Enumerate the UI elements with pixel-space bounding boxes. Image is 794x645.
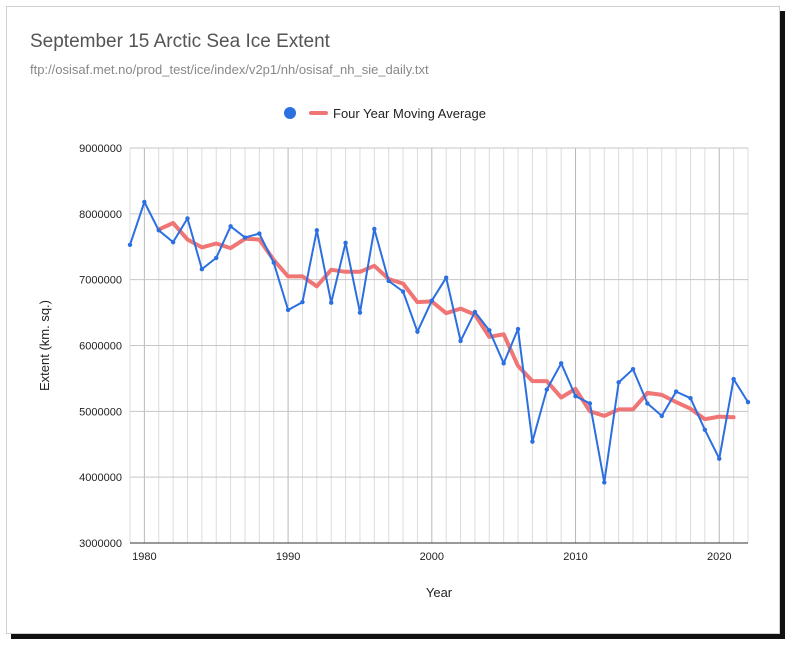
extent-point xyxy=(386,278,391,284)
extent-point xyxy=(314,228,320,233)
x-tick-label: 2010 xyxy=(563,551,587,563)
extent-point xyxy=(472,309,478,315)
extent-point xyxy=(659,413,664,419)
extent-point xyxy=(515,326,521,332)
extent-point xyxy=(285,307,291,313)
y-tick-label: 5000000 xyxy=(79,406,122,418)
extent-point xyxy=(702,427,708,432)
extent-point xyxy=(214,255,219,261)
extent-point xyxy=(300,299,305,305)
extent-point xyxy=(558,361,564,366)
extent-point xyxy=(487,328,492,333)
y-axis-title: Extent (km. sq.) xyxy=(37,300,52,391)
extent-point xyxy=(673,389,679,394)
extent-point xyxy=(156,228,161,233)
legend-label-moving-average: Four Year Moving Average xyxy=(333,106,486,121)
extent-point xyxy=(228,224,233,229)
extent-point xyxy=(343,240,348,245)
extent-point xyxy=(429,298,435,303)
y-tick-label: 7000000 xyxy=(79,275,122,287)
y-tick-label: 6000000 xyxy=(79,341,122,353)
chart-subtitle: ftp://osisaf.met.no/prod_test/ice/index/… xyxy=(30,62,429,77)
extent-point xyxy=(717,456,722,461)
chart-card xyxy=(6,6,780,634)
extent-point xyxy=(443,275,449,280)
extent-point xyxy=(357,310,363,315)
extent-point xyxy=(587,401,593,406)
y-tick-label: 3000000 xyxy=(79,538,122,550)
extent-point xyxy=(458,338,463,344)
x-tick-label: 1980 xyxy=(132,551,156,563)
extent-point xyxy=(170,239,176,245)
extent-point xyxy=(199,266,205,272)
x-tick-label: 2000 xyxy=(420,551,444,563)
extent-point xyxy=(731,376,736,382)
extent-point xyxy=(400,289,406,294)
extent-point xyxy=(501,361,506,366)
extent-point xyxy=(688,395,693,401)
extent-point xyxy=(602,480,607,485)
extent-point xyxy=(271,260,276,265)
x-tick-label: 1990 xyxy=(276,551,300,563)
moving-average-line xyxy=(156,221,736,422)
extent-point xyxy=(616,380,621,385)
x-tick-label: 2020 xyxy=(707,551,731,563)
y-tick-label: 4000000 xyxy=(79,472,122,484)
extent-point xyxy=(573,393,578,399)
extent-point xyxy=(630,367,636,372)
extent-point xyxy=(185,216,190,221)
y-tick-label: 9000000 xyxy=(79,143,122,155)
chart-title: September 15 Arctic Sea Ice Extent xyxy=(30,31,330,52)
extent-point xyxy=(257,231,262,236)
extent-point xyxy=(645,401,650,406)
extent-point xyxy=(242,235,248,240)
extent-point xyxy=(329,300,334,305)
extent-point xyxy=(127,242,133,247)
x-axis-title: Year xyxy=(426,585,453,600)
extent-line xyxy=(129,201,749,484)
y-tick-label: 8000000 xyxy=(79,209,122,221)
extent-point xyxy=(372,226,377,232)
extent-point xyxy=(530,439,535,444)
extent-point xyxy=(415,329,420,334)
extent-point xyxy=(745,399,751,405)
extent-point xyxy=(544,387,549,392)
legend-marker-extent xyxy=(284,107,296,119)
extent-point xyxy=(142,199,147,205)
